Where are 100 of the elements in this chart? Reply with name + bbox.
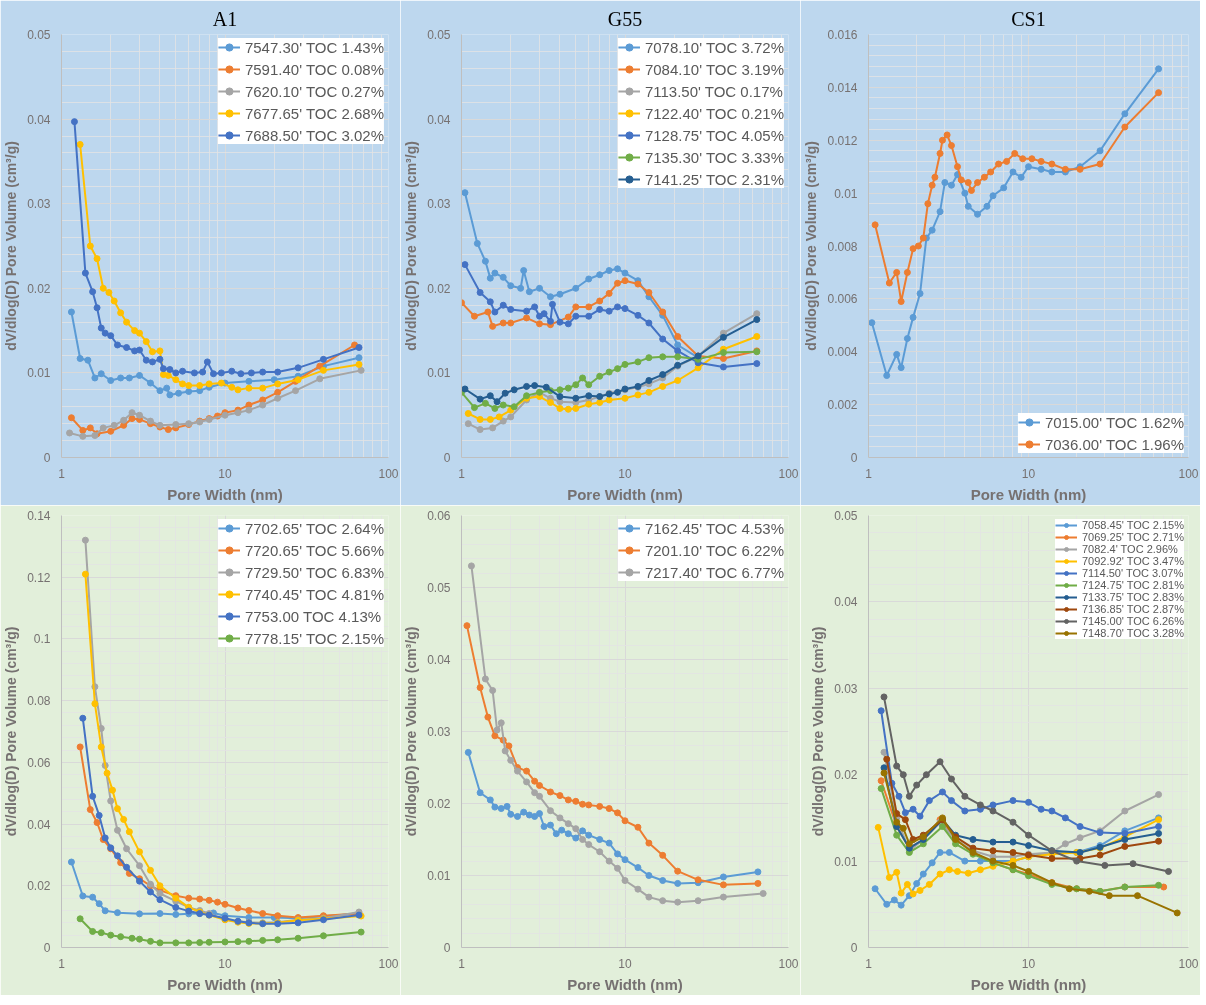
legend-label: 7145.00' TOC 6.26% [1082,615,1184,627]
legend-label: 7148.70' TOC 3.28% [1082,627,1184,639]
legend-label: 7688.50' TOC 3.02% [244,126,384,144]
legend-label: 7078.10' TOC 3.72% [644,38,784,56]
x-tick-label: 1 [58,956,66,971]
y-tick-label: 0.1 [33,632,51,647]
x-axis-title: Pore Width (nm) [567,975,683,993]
legend-label: 7058.45' TOC 2.15% [1082,519,1184,531]
y-tick-label: 0.05 [834,509,858,523]
y-axis-title: dV/dlog(D) Pore Volume (cm³/g) [403,141,420,351]
y-tick-label: 0.02 [27,879,51,894]
chart-title: A1 [212,7,238,30]
legend-label: 7591.40' TOC 0.08% [244,60,384,78]
y-tick-label: 0.04 [27,112,51,127]
legend-label: 7113.50' TOC 0.17% [644,82,783,100]
y-tick-label: 0.002 [827,398,858,413]
legend-label: 7135.30' TOC 3.33% [644,148,784,166]
y-tick-label: 0.03 [27,197,51,212]
x-axis-title: Pore Width (nm) [970,975,1087,993]
x-tick-label: 100 [378,466,399,481]
y-tick-label: 0.006 [827,292,858,307]
x-tick-label: 1 [58,466,66,481]
legend-label: 7084.10' TOC 3.19% [644,60,784,78]
x-axis-title: Pore Width (nm) [567,485,683,503]
y-axis-title: dV/dlog(D) Pore Volume (cm³/g) [810,626,827,837]
y-tick-label: 0.04 [427,112,451,127]
y-tick-label: 0.03 [427,725,451,739]
y-tick-label: 0 [43,941,51,955]
y-tick-label: 0.016 [827,28,858,42]
legend-label: 7547.30' TOC 1.43% [244,38,384,56]
y-tick-label: 0.02 [427,797,451,811]
y-tick-label: 0.06 [427,509,451,523]
legend-label: 7201.10' TOC 6.22% [644,541,784,559]
x-tick-label: 100 [778,466,799,481]
y-tick-label: 0.004 [827,345,858,360]
y-tick-label: 0.02 [27,281,51,296]
x-tick-label: 100 [378,956,399,971]
y-tick-label: 0.01 [834,854,858,869]
x-tick-label: 10 [1021,956,1036,971]
y-tick-label: 0.01 [27,366,51,381]
x-tick-label: 1 [458,466,466,481]
y-tick-label: 0.01 [427,869,451,883]
legend-label: 7122.40' TOC 0.21% [644,104,784,122]
legend-label: 7036.00' TOC 1.96% [1044,435,1184,453]
y-tick-label: 0.03 [834,681,858,696]
y-tick-label: 0.012 [827,133,858,148]
x-tick-label: 100 [778,956,799,971]
x-tick-label: 10 [218,466,232,481]
x-tick-label: 100 [1178,466,1199,481]
y-tick-label: 0.14 [27,509,51,523]
x-tick-label: 1 [865,466,873,481]
y-tick-label: 0.05 [427,28,451,42]
x-tick-label: 10 [1021,466,1036,481]
legend-label: 7015.00' TOC 1.62% [1044,413,1184,431]
legend-label: 7677.65' TOC 2.68% [244,104,384,122]
y-tick-label: 0.08 [27,694,51,709]
x-axis-title: Pore Width (nm) [167,975,283,993]
x-axis-title: Pore Width (nm) [167,485,283,503]
y-tick-label: 0 [850,941,858,955]
legend-label: 7092.92' TOC 3.47% [1082,555,1184,567]
y-tick-label: 0.01 [834,186,858,201]
y-tick-label: 0 [850,451,858,465]
y-axis-title: dV/dlog(D) Pore Volume (cm³/g) [803,141,820,351]
y-tick-label: 0 [443,451,451,465]
y-tick-label: 0 [43,451,51,465]
y-tick-label: 0.05 [27,28,51,42]
y-tick-label: 0.06 [27,755,51,770]
legend-label: 7069.25' TOC 2.71% [1082,531,1184,543]
x-tick-label: 10 [618,956,632,971]
y-tick-label: 0.02 [834,768,858,783]
y-tick-label: 0.01 [427,366,451,381]
legend-label: 7702.65' TOC 2.64% [244,519,384,537]
legend-label: 7753.00 TOC 4.13% [244,607,382,625]
legend-label: 7114.50' TOC 3.07% [1082,567,1184,579]
y-tick-label: 0.02 [427,281,451,296]
y-tick-label: 0.03 [427,197,451,212]
legend-label: 7217.40' TOC 6.77% [644,563,784,581]
legend-label: 7133.75' TOC 2.83% [1082,591,1184,603]
chart-title: CS1 [1011,7,1046,30]
y-tick-label: 0.04 [834,595,858,610]
legend-label: 7740.45' TOC 4.81% [244,585,384,603]
x-tick-label: 10 [218,956,232,971]
legend-label: 7620.10' TOC 0.27% [244,82,384,100]
legend-label: 7128.75' TOC 4.05% [644,126,784,144]
y-axis-title: dV/dlog(D) Pore Volume (cm³/g) [3,626,20,837]
legend-label: 7141.25' TOC 2.31% [644,170,784,188]
y-tick-label: 0.04 [427,653,451,667]
x-tick-label: 1 [458,956,466,971]
y-tick-label: 0 [443,941,451,955]
legend-label: 7082.4' TOC 2.96% [1082,543,1178,555]
legend-label: 7729.50' TOC 6.83% [244,563,384,581]
y-tick-label: 0.014 [827,80,858,95]
y-tick-label: 0.008 [827,239,858,254]
y-axis-title: dV/dlog(D) Pore Volume (cm³/g) [403,626,420,837]
chart-title: G55 [607,7,643,30]
x-tick-label: 100 [1178,956,1199,971]
x-tick-label: 10 [618,466,632,481]
legend-label: 7162.45' TOC 4.53% [644,519,784,537]
y-tick-label: 0.04 [27,817,51,832]
legend-label: 7124.75' TOC 2.81% [1082,579,1184,591]
